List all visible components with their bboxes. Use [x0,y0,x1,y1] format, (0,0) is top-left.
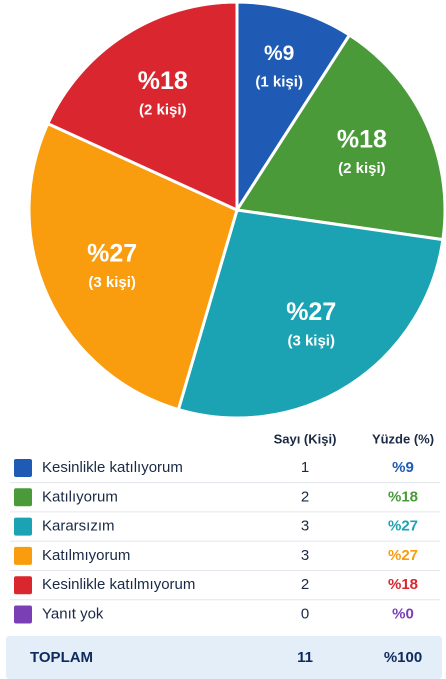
category-label: Kesinlikle katılıyorum [42,459,183,476]
count-cell: 3 [301,547,309,564]
slice-percent-label: %18 [337,126,387,154]
total-count: 11 [297,649,313,666]
category-label: Kararsızım [42,518,115,535]
pie-slice [45,0,239,213]
slice-count-label: (3 kişi) [88,274,136,291]
slice-count-label: (2 kişi) [338,160,386,177]
slice-percent-label: %27 [286,298,336,326]
total-label: TOPLAM [30,649,93,666]
legend-swatch [14,488,32,507]
percent-cell: %9 [392,459,414,476]
table-header: Yüzde (%) [372,431,434,446]
percent-cell: %0 [392,605,414,622]
count-cell: 2 [301,576,309,593]
category-label: Katılmıyorum [42,547,130,564]
legend-swatch [14,546,32,565]
percent-cell: %27 [388,518,418,535]
percent-cell: %18 [388,488,418,505]
slice-count-label: (2 kişi) [139,101,187,118]
pie-slice [27,121,239,412]
slice-percent-label: %27 [87,240,137,268]
pie-slice [176,208,445,420]
count-cell: 0 [301,605,309,622]
percent-cell: %18 [388,576,418,593]
pie-slice [234,32,446,242]
slice-count-label: (1 kişi) [255,73,303,90]
category-label: Katılıyorum [42,488,118,505]
count-cell: 3 [301,518,309,535]
table-header: Sayı (Kişi) [274,431,337,446]
category-label: Yanıt yok [42,605,104,622]
slice-count-label: (3 kişi) [287,332,335,349]
pie-slice [235,0,352,216]
count-cell: 1 [301,459,309,476]
percent-cell: %27 [388,547,418,564]
slice-percent-label: %9 [264,42,294,65]
legend-swatch [14,576,32,595]
legend-swatch [14,459,32,477]
count-cell: 2 [301,488,309,505]
legend-swatch [14,605,32,624]
legend-swatch [14,517,32,536]
slice-percent-label: %18 [138,67,188,95]
total-percent: %100 [384,649,422,666]
category-label: Kesinlikle katılmıyorum [42,576,195,593]
total-row-bg [6,636,442,679]
